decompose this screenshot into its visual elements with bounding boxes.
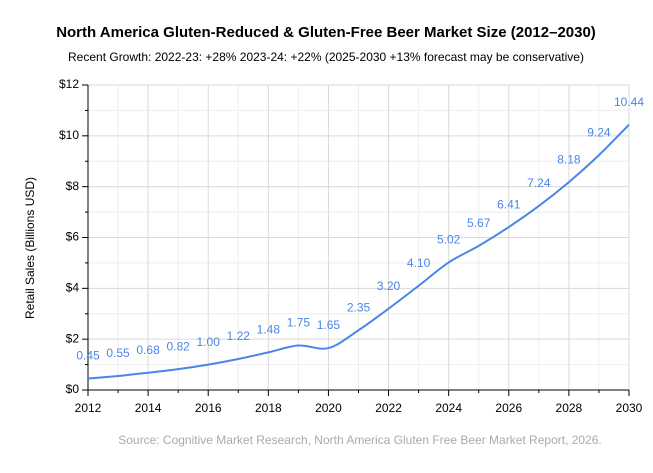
x-tick-label: 2028 [556, 401, 583, 415]
x-tick-label: 2018 [255, 401, 282, 415]
x-tick-label: 2014 [135, 401, 162, 415]
value-label: 1.65 [317, 318, 341, 332]
value-label: 6.41 [497, 197, 521, 211]
value-label: 0.68 [136, 343, 160, 357]
value-label: 0.55 [106, 346, 130, 360]
data-line [87, 123, 630, 380]
x-tick-label: 2026 [495, 401, 522, 415]
chart-subtitle: Recent Growth: 2022-23: +28% 2023-24: +2… [68, 50, 584, 64]
value-label: 7.24 [527, 176, 551, 190]
value-label: 5.67 [467, 216, 491, 230]
y-tick-label: $8 [66, 179, 80, 193]
chart-title: North America Gluten-Reduced & Gluten-Fr… [56, 24, 596, 41]
value-label: 3.20 [377, 279, 401, 293]
y-tick-label: $12 [59, 77, 79, 91]
value-label: 2.35 [347, 300, 371, 314]
y-tick-label: $4 [66, 281, 80, 295]
x-tick-label: 2020 [315, 401, 342, 415]
value-label: 1.00 [197, 335, 221, 349]
x-tick-label: 2022 [375, 401, 402, 415]
value-label: 10.44 [614, 95, 644, 109]
value-label: 1.22 [227, 329, 251, 343]
x-tick-label: 2030 [616, 401, 643, 415]
value-label: 1.75 [287, 316, 311, 330]
x-tick-label: 2012 [75, 401, 102, 415]
y-tick-label: $2 [66, 331, 80, 345]
y-tick-label: $6 [66, 230, 80, 244]
value-label: 8.18 [557, 152, 581, 166]
value-label: 9.24 [587, 125, 611, 139]
x-tick-label: 2016 [195, 401, 222, 415]
x-tick-label: 2024 [435, 401, 462, 415]
value-label: 0.82 [166, 339, 190, 353]
y-tick-label: $0 [66, 382, 80, 396]
value-label: 1.48 [257, 323, 281, 337]
source-note: Source: Cognitive Market Research, North… [118, 433, 602, 447]
value-label: 4.10 [407, 256, 431, 270]
value-label: 0.45 [76, 349, 100, 363]
y-axis-label: Retail Sales (Billions USD) [23, 177, 37, 319]
y-tick-label: $10 [59, 128, 79, 142]
value-label: 5.02 [437, 233, 461, 247]
